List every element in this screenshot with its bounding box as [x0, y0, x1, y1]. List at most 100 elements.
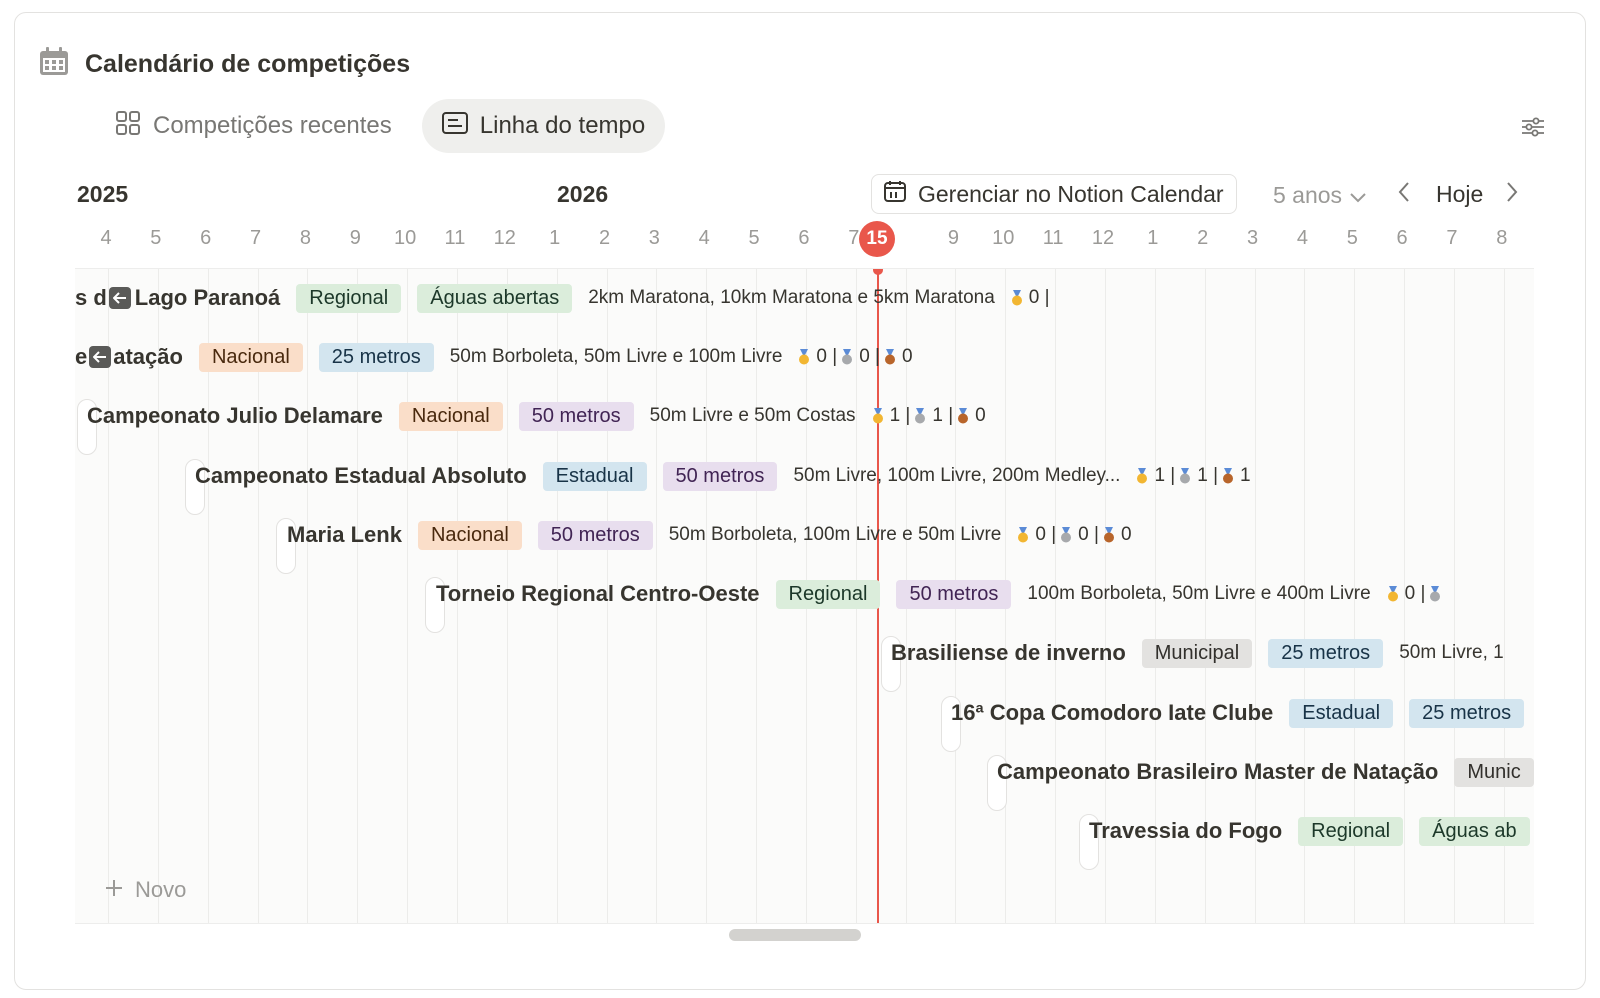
- events-text: 50m Livre, 1: [1399, 642, 1504, 663]
- month-tick: 7: [249, 227, 262, 249]
- row-title: Torneio Regional Centro-Oeste: [436, 581, 760, 606]
- month-gridline: [606, 269, 608, 923]
- bronze-count: 0: [1120, 524, 1132, 545]
- month-gridline: [1154, 269, 1156, 923]
- month-gridline: [1354, 269, 1356, 923]
- timeline-row[interactable]: Torneio Regional Centro-Oeste Regional 5…: [436, 577, 1443, 611]
- month-tick: 8: [1496, 227, 1508, 249]
- grid-icon: [115, 110, 141, 143]
- chevron-left-icon[interactable]: [1397, 181, 1411, 208]
- page-title: Calendário de competições: [85, 50, 411, 78]
- drag-handle[interactable]: [1079, 814, 1099, 870]
- tab-label: Linha do tempo: [479, 112, 646, 139]
- bronze-medal-icon: [957, 408, 969, 424]
- gold-count: 0 |: [1028, 287, 1050, 308]
- today-marker: [873, 269, 883, 275]
- month-ticks: 45678910111212345678910111212345678: [15, 227, 1585, 257]
- month-gridline: [257, 269, 259, 923]
- today-button[interactable]: Hoje: [1436, 181, 1484, 207]
- month-tick: 3: [1246, 227, 1259, 249]
- month-tick: 12: [1091, 227, 1115, 249]
- range-selector[interactable]: 5 anos: [1273, 182, 1366, 209]
- month-tick: 2: [598, 227, 611, 249]
- month-gridline: [506, 269, 508, 923]
- month-gridline: [456, 269, 458, 923]
- bronze-medal-icon: [1222, 468, 1234, 484]
- month-tick: 5: [748, 227, 760, 249]
- drag-handle[interactable]: [987, 755, 1007, 811]
- timeline-row[interactable]: Campeonato Brasileiro Master de Natação …: [997, 755, 1534, 789]
- database-header: Calendário de competições: [39, 47, 410, 82]
- horizontal-scrollbar[interactable]: [729, 929, 861, 941]
- month-gridline: [1204, 269, 1206, 923]
- year-label-2026: 2026: [557, 181, 609, 207]
- timeline-row[interactable]: Travessia do Fogo Regional Águas ab: [1089, 814, 1530, 848]
- gold-medal-icon: [798, 349, 810, 365]
- events-text: 50m Livre, 100m Livre, 200m Medley...: [793, 465, 1121, 486]
- pool-tag: Águas ab: [1419, 816, 1530, 846]
- gold-count: 1 |: [889, 405, 911, 426]
- month-tick: 2: [1197, 227, 1209, 249]
- timeline-row[interactable]: Brasiliense de inverno Municipal 25 metr…: [891, 636, 1504, 670]
- timeline-row[interactable]: Maria Lenk Nacional 50 metros 50m Borbol…: [287, 518, 1132, 552]
- new-item-button[interactable]: Novo: [105, 877, 186, 903]
- bronze-medal-icon: [1103, 527, 1115, 543]
- row-title-prefix: e: [75, 344, 88, 369]
- medals: 0 | 0 | 0: [798, 346, 913, 368]
- row-title: Brasiliense de inverno: [891, 640, 1126, 665]
- month-tick: 10: [992, 227, 1015, 249]
- arrow-left-icon[interactable]: [108, 287, 131, 309]
- row-title: Maria Lenk: [287, 522, 402, 547]
- pool-tag: 25 metros: [318, 342, 434, 372]
- pool-tag: 50 metros: [662, 461, 778, 491]
- timeline-row[interactable]: 16ª Copa Comodoro Iate Clube Estadual 25…: [951, 696, 1525, 730]
- silver-count: 0 |: [1078, 524, 1099, 545]
- timeline-row[interactable]: e atação Nacional 25 metros 50m Borbolet…: [75, 340, 913, 374]
- row-title: Lago Paranoá: [134, 285, 281, 310]
- view-tabs: Competições recentes Linha do tempo: [95, 99, 666, 153]
- medals: 0 |: [1387, 583, 1444, 605]
- timeline-row[interactable]: s d Lago Paranoá Regional Águas abertas …: [75, 281, 1050, 315]
- tab-linha-do-tempo[interactable]: Linha do tempo: [421, 99, 666, 153]
- arrow-left-icon[interactable]: [89, 346, 112, 368]
- row-title-prefix: s d: [75, 285, 107, 310]
- drag-handle[interactable]: [881, 636, 901, 692]
- filter-settings-icon[interactable]: [1521, 117, 1545, 137]
- timeline-row[interactable]: Campeonato Julio Delamare Nacional 50 me…: [87, 399, 986, 433]
- silver-medal-icon: [914, 408, 926, 424]
- drag-handle[interactable]: [276, 518, 296, 574]
- month-gridline: [357, 269, 359, 923]
- events-text: 50m Livre e 50m Costas: [649, 405, 856, 426]
- gold-medal-icon: [1017, 527, 1029, 543]
- level-tag: Regional: [296, 283, 402, 313]
- chevron-right-icon[interactable]: [1505, 181, 1519, 208]
- drag-handle[interactable]: [77, 399, 97, 455]
- medals: 1 | 1 | 0: [872, 405, 986, 427]
- manage-notion-calendar-button[interactable]: Gerenciar no Notion Calendar: [871, 174, 1237, 214]
- row-title: atação: [113, 344, 183, 369]
- drag-handle[interactable]: [425, 577, 445, 633]
- month-tick: 9: [349, 227, 361, 249]
- month-tick: 8: [299, 227, 311, 249]
- pool-tag: 50 metros: [537, 520, 653, 550]
- month-gridline: [1503, 269, 1505, 923]
- month-gridline: [1453, 269, 1455, 923]
- silver-medal-icon: [1179, 468, 1191, 484]
- level-tag: Nacional: [198, 342, 303, 372]
- silver-medal-icon: [1429, 586, 1441, 602]
- bronze-count: 0: [975, 405, 986, 426]
- drag-handle[interactable]: [185, 459, 205, 515]
- gold-medal-icon: [1387, 586, 1399, 602]
- drag-handle[interactable]: [941, 696, 961, 752]
- month-gridline: [407, 269, 409, 923]
- month-tick: 4: [1296, 227, 1308, 249]
- events-text: 2km Maratona, 10km Maratona e 5km Marato…: [588, 287, 995, 308]
- medals: 1 | 1 | 1: [1136, 465, 1251, 487]
- month-gridline: [556, 269, 558, 923]
- timeline-row[interactable]: Campeonato Estadual Absoluto Estadual 50…: [195, 459, 1251, 493]
- timeline-card: Calendário de competições Competições re…: [14, 12, 1586, 990]
- silver-count: 0 |: [859, 346, 880, 367]
- tab-competicoes-recentes[interactable]: Competições recentes: [95, 99, 412, 153]
- month-tick: 9: [947, 227, 959, 249]
- level-tag: Estadual: [542, 461, 647, 491]
